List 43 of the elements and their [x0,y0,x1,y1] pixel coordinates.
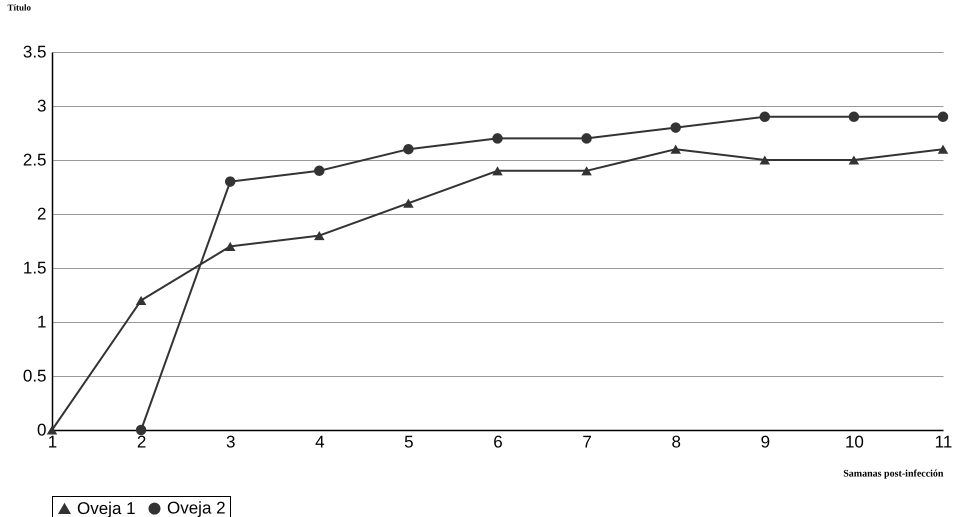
point [670,144,681,154]
point [492,166,503,176]
x-tick-label: 3 [226,432,236,452]
point [760,155,770,165]
point [314,166,325,176]
x-tick-label: 6 [493,432,503,452]
point [581,133,592,144]
point [403,144,414,154]
y-tick-label: 3 [37,96,46,116]
point [224,176,236,187]
point [670,122,681,133]
point [938,144,948,154]
y-tick-label: 2.5 [22,150,46,170]
x-tick-label: 5 [404,432,414,452]
x-tick-label: 11 [934,432,952,452]
point [46,425,58,435]
point [848,155,860,165]
y-axis-title: Título [8,2,32,12]
point [136,296,146,305]
point [136,424,146,436]
point [314,231,325,240]
x-tick-label: 8 [671,432,681,452]
point [492,133,503,144]
legend-label: Oveja 1 [77,498,136,517]
y-tick-label: 2 [37,204,46,224]
y-tick-label: 3.5 [22,42,46,62]
point [403,198,414,208]
y-tick-label: 0 [37,420,46,440]
x-axis-title: Samanas post-infección [843,468,944,480]
point [224,242,236,251]
point [848,112,860,122]
x-tick-label: 10 [844,432,864,452]
legend-label: Oveja 2 [167,498,226,517]
y-tick-label: 1.5 [22,258,46,278]
point [581,166,592,176]
x-tick-label: 4 [315,432,325,452]
y-tick-label: 0.5 [22,366,46,386]
y-tick-label: 1 [37,312,46,332]
x-tick-label: 7 [582,432,592,452]
x-tick-label: 2 [136,432,146,452]
point [760,112,770,122]
point [938,112,948,122]
x-tick-label: 9 [760,432,770,452]
